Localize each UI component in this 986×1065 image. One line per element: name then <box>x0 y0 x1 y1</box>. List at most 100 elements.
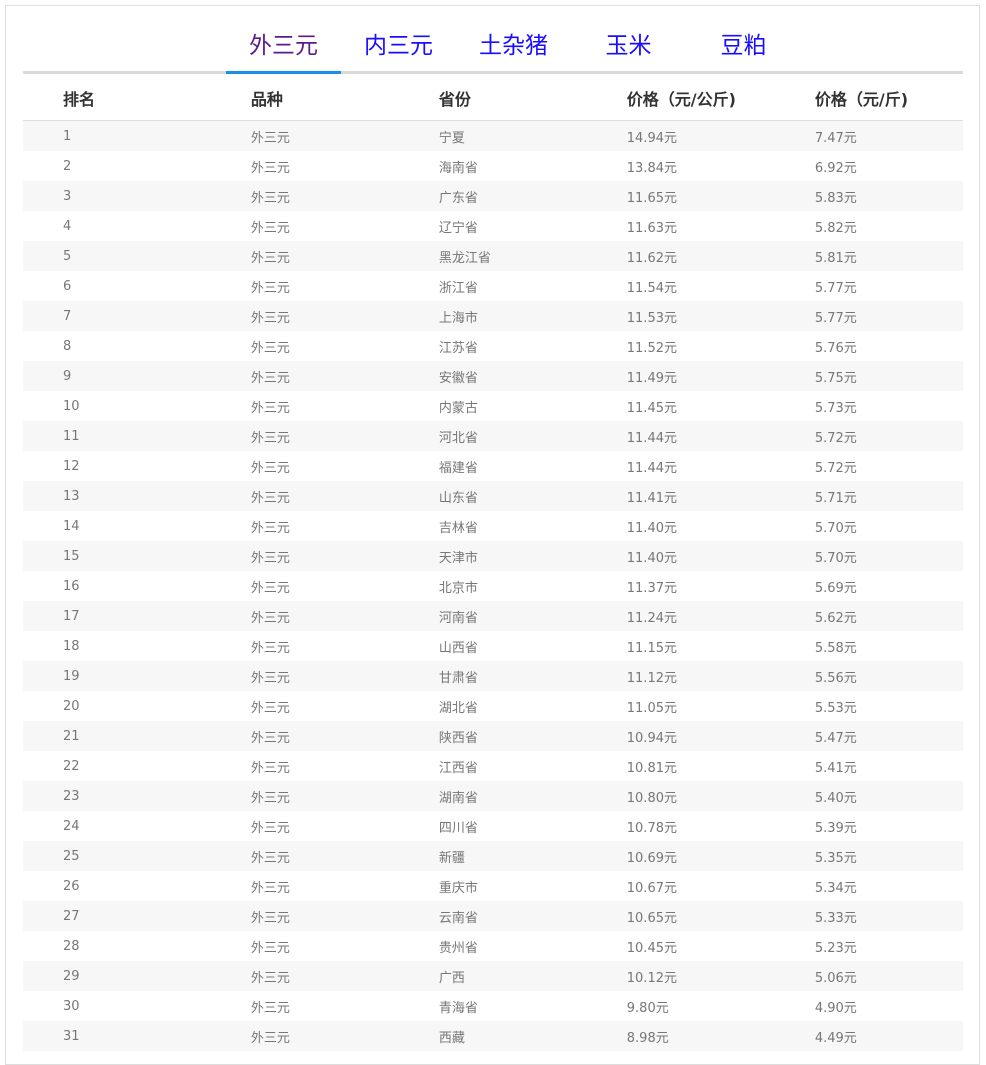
table-cell: 11.45元 <box>626 400 677 416</box>
table-cell: 29 <box>23 961 211 991</box>
table-cell: 外三元 <box>250 580 290 596</box>
table-row: 23 外三元 湖南省 10.80元 5.40元 <box>23 781 963 811</box>
table-cell: 外三元 <box>210 1021 399 1051</box>
table-cell: 湖南省 <box>398 781 587 811</box>
table-cell: 5.53元 <box>814 700 857 716</box>
table-cell: 5.82元 <box>814 220 857 236</box>
table-row: 30 外三元 青海省 9.80元 4.90元 <box>23 991 963 1021</box>
table-row: 12 外三元 福建省 11.44元 5.72元 <box>23 451 963 481</box>
table-cell: 外三元 <box>250 1000 290 1016</box>
table-cell: 5.73元 <box>814 400 857 416</box>
table-row: 31 外三元 西藏 8.98元 4.49元 <box>23 1021 963 1051</box>
table-cell: 5.33元 <box>774 901 963 931</box>
table-cell: 外三元 <box>210 541 399 571</box>
table-cell: 云南省 <box>398 901 587 931</box>
table-cell: 广东省 <box>398 181 587 211</box>
column-header: 品种 <box>210 75 399 121</box>
table-cell: 12 <box>63 458 80 474</box>
table-cell: 5.76元 <box>814 340 857 356</box>
table-cell: 16 <box>63 578 80 594</box>
table-cell: 海南省 <box>438 160 478 176</box>
tab-3[interactable]: 土杂猪 <box>479 33 548 59</box>
table-cell: 9 <box>23 361 211 391</box>
table-cell: 10.65元 <box>586 901 775 931</box>
table-row: 28 外三元 贵州省 10.45元 5.23元 <box>23 931 963 961</box>
table-cell: 内蒙古 <box>438 400 478 416</box>
table-cell: 8 <box>63 338 72 354</box>
table-cell: 浙江省 <box>438 280 478 296</box>
table-row: 24 外三元 四川省 10.78元 5.39元 <box>23 811 963 841</box>
table-cell: 11.24元 <box>586 601 775 631</box>
table-cell: 外三元 <box>210 781 399 811</box>
table-cell: 河南省 <box>398 601 587 631</box>
table-cell: 11.62元 <box>586 241 775 271</box>
table-cell: 5.41元 <box>814 760 857 776</box>
table-cell: 6 <box>63 278 72 294</box>
table-cell: 5.34元 <box>814 880 857 896</box>
price-ranking-table: 排名 品种 省份 价格（元/公斤) 价格（元/斤) 1 外三元 宁夏 14.94元 7.47元 2… <box>23 75 963 1051</box>
table-cell: 外三元 <box>210 901 399 931</box>
table-cell: 山西省 <box>438 640 478 656</box>
table-cell: 吉林省 <box>438 520 478 536</box>
table-cell: 10.94元 <box>586 721 775 751</box>
table-cell: 5.70元 <box>774 541 963 571</box>
table-cell: 7 <box>23 301 211 331</box>
table-cell: 19 <box>23 661 211 691</box>
table-row: 21 外三元 陕西省 10.94元 5.47元 <box>23 721 963 751</box>
table-cell: 4.90元 <box>814 1000 857 1016</box>
table-cell: 20 <box>63 698 80 714</box>
table-cell: 5.72元 <box>774 421 963 451</box>
table-cell: 外三元 <box>250 400 290 416</box>
table-cell: 外三元 <box>250 820 290 836</box>
table-cell: 外三元 <box>250 700 290 716</box>
table-cell: 外三元 <box>250 640 290 656</box>
table-row: 7 外三元 上海市 11.53元 5.77元 <box>23 301 963 331</box>
table-cell: 江苏省 <box>438 340 478 356</box>
column-header: 价格（元/斤) <box>774 75 963 121</box>
tab-1[interactable]: 外三元 <box>226 30 341 74</box>
table-cell: 4.49元 <box>774 1021 963 1051</box>
tab-5[interactable]: 豆粕 <box>720 33 767 59</box>
tab-2[interactable]: 内三元 <box>364 33 433 59</box>
table-cell: 外三元 <box>210 661 399 691</box>
table-cell: 5.06元 <box>774 961 963 991</box>
table-cell: 外三元 <box>250 880 290 896</box>
table-cell: 7.47元 <box>774 120 963 151</box>
table-cell: 27 <box>23 901 211 931</box>
column-header: 省份 <box>398 75 587 121</box>
table-cell: 11.53元 <box>586 301 775 331</box>
table-cell: 上海市 <box>398 301 587 331</box>
table-cell: 10.80元 <box>586 781 775 811</box>
table-cell: 25 <box>23 841 211 871</box>
table-cell: 新疆 <box>398 841 587 871</box>
table-cell: 外三元 <box>210 841 399 871</box>
table-cell: 外三元 <box>210 961 399 991</box>
table-cell: 重庆市 <box>438 880 478 896</box>
table-cell: 10.12元 <box>586 961 775 991</box>
table-cell: 外三元 <box>210 181 399 211</box>
table-cell: 5.71元 <box>774 481 963 511</box>
table-cell: 四川省 <box>438 820 478 836</box>
table-header-row: 排名 品种 省份 价格（元/公斤) 价格（元/斤) <box>23 75 963 121</box>
table-row: 6 外三元 浙江省 11.54元 5.77元 <box>23 271 963 301</box>
table-cell: 5.81元 <box>774 241 963 271</box>
table-cell: 外三元 <box>210 421 399 451</box>
table-row: 15 外三元 天津市 11.40元 5.70元 <box>23 541 963 571</box>
table-cell: 11.54元 <box>626 280 677 296</box>
column-header: 排名 <box>23 75 211 121</box>
table-cell: 5.72元 <box>814 460 857 476</box>
table-cell: 外三元 <box>210 481 399 511</box>
table-row: 2 外三元 海南省 13.84元 6.92元 <box>23 151 963 181</box>
table-cell: 22 <box>63 758 80 774</box>
table-cell: 贵州省 <box>438 940 478 956</box>
table-cell: 青海省 <box>438 1000 478 1016</box>
table-cell: 21 <box>23 721 211 751</box>
tab-4[interactable]: 玉米 <box>605 33 652 59</box>
table-cell: 江西省 <box>438 760 478 776</box>
table-cell: 1 <box>23 120 211 151</box>
table-cell: 11.44元 <box>626 460 677 476</box>
column-header: 价格（元/公斤) <box>586 75 775 121</box>
table-cell: 5.40元 <box>774 781 963 811</box>
table-row: 13 外三元 山东省 11.41元 5.71元 <box>23 481 963 511</box>
table-cell: 30 <box>63 998 80 1014</box>
